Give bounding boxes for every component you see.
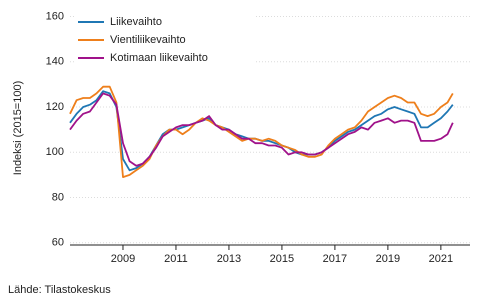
x-tick-label: 2021 [429,253,453,265]
y-tick-label: 100 [46,146,64,158]
y-tick-label: 60 [52,237,64,249]
series-line [69,85,454,178]
legend-label: Kotimaan liikevaihto [110,52,208,64]
series-line [69,92,454,167]
x-tick-label: 2019 [376,253,400,265]
x-tick-label: 2011 [164,253,188,265]
y-tick-label: 80 [52,191,64,203]
y-tick-label: 120 [46,101,64,113]
y-tick-label: 160 [46,10,64,22]
x-tick-label: 2017 [323,253,347,265]
legend-label: Vientiliikevaihto [110,34,186,46]
legend-label: Liikevaihto [110,16,162,28]
source: Lähde: Tilastokeskus [8,284,111,296]
x-tick-label: 2013 [217,253,241,265]
series-line [69,90,454,172]
x-tick-label: 2015 [270,253,294,265]
y-axis-label: Indeksi (2015=100) [12,81,24,175]
y-tick-label: 140 [46,56,64,68]
legend-box [74,14,254,70]
x-tick-label: 2009 [111,253,135,265]
